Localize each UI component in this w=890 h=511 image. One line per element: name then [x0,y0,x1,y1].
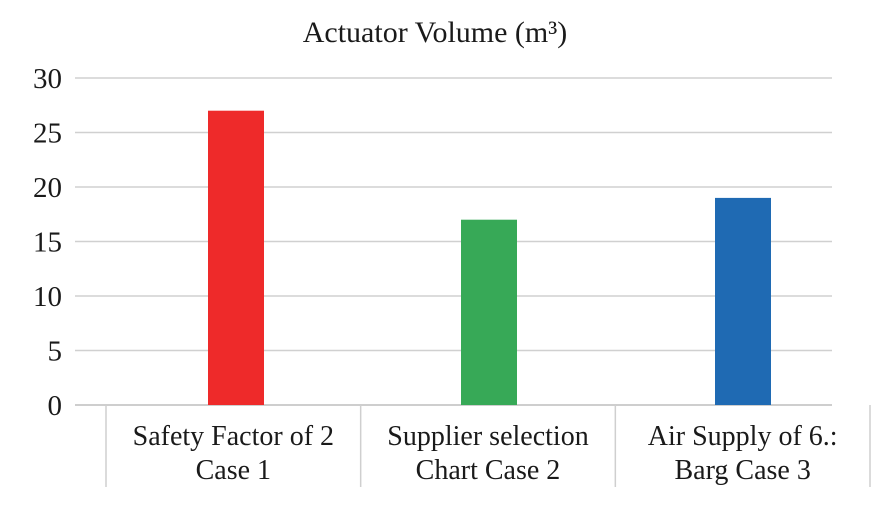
x-category-label: Air Supply of 6.: [648,421,838,452]
gridlines [75,77,832,352]
axes [75,404,871,487]
y-tick-label: 5 [48,336,63,368]
x-category-label: Supplier selection [387,421,588,452]
y-tick-labels: 0 5 10 15 20 25 30 [33,63,62,422]
bars [208,110,771,405]
x-category-label: Chart Case 2 [416,455,561,486]
chart-title: Actuator Volume (m³) [303,16,568,49]
y-tick-label: 25 [33,118,62,150]
y-tick-label: 20 [33,172,62,204]
x-category-label: Barg Case 3 [674,455,810,486]
y-tick-label: 10 [33,281,62,313]
bar [461,219,517,405]
bar [715,197,771,405]
x-category-label: Safety Factor of 2 [133,421,334,452]
bar [208,110,264,405]
y-tick-label: 0 [48,390,63,422]
y-tick-label: 30 [33,63,62,95]
x-category-label: Case 1 [196,455,271,486]
y-tick-label: 15 [33,227,62,259]
